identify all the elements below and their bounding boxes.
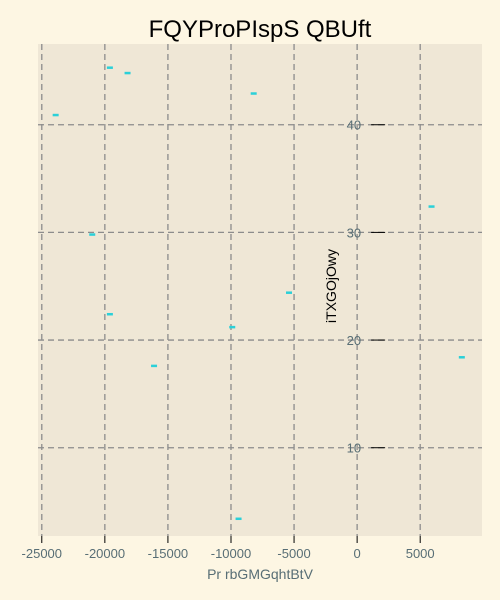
y-tick-label: 10 — [347, 441, 361, 456]
data-points — [52, 66, 465, 521]
y-tick-label: 40 — [347, 118, 361, 133]
x-axis-label: Pr rbGMGqhtBtV — [207, 566, 313, 582]
x-tick-label: -25000 — [22, 546, 62, 561]
y-tick-label: 30 — [347, 225, 361, 240]
x-tick-label: -15000 — [148, 546, 188, 561]
ticks: -25000 -20000 -15000 -10000 -5000 0 5000 10 20 30… — [22, 118, 435, 561]
plot-area — [38, 44, 482, 536]
x-tick-label: 0 — [354, 546, 361, 561]
x-tick-label: -5000 — [277, 546, 310, 561]
chart-title: FQYProPIspS QBUft — [149, 16, 372, 43]
x-tick-label: -20000 — [85, 546, 125, 561]
x-tick-label: -10000 — [211, 546, 251, 561]
x-tick-label: 5000 — [406, 546, 435, 561]
y-axis-label: iTXGOjOwy — [323, 249, 339, 323]
y-tick-label: 20 — [347, 333, 361, 348]
grid — [38, 44, 482, 536]
